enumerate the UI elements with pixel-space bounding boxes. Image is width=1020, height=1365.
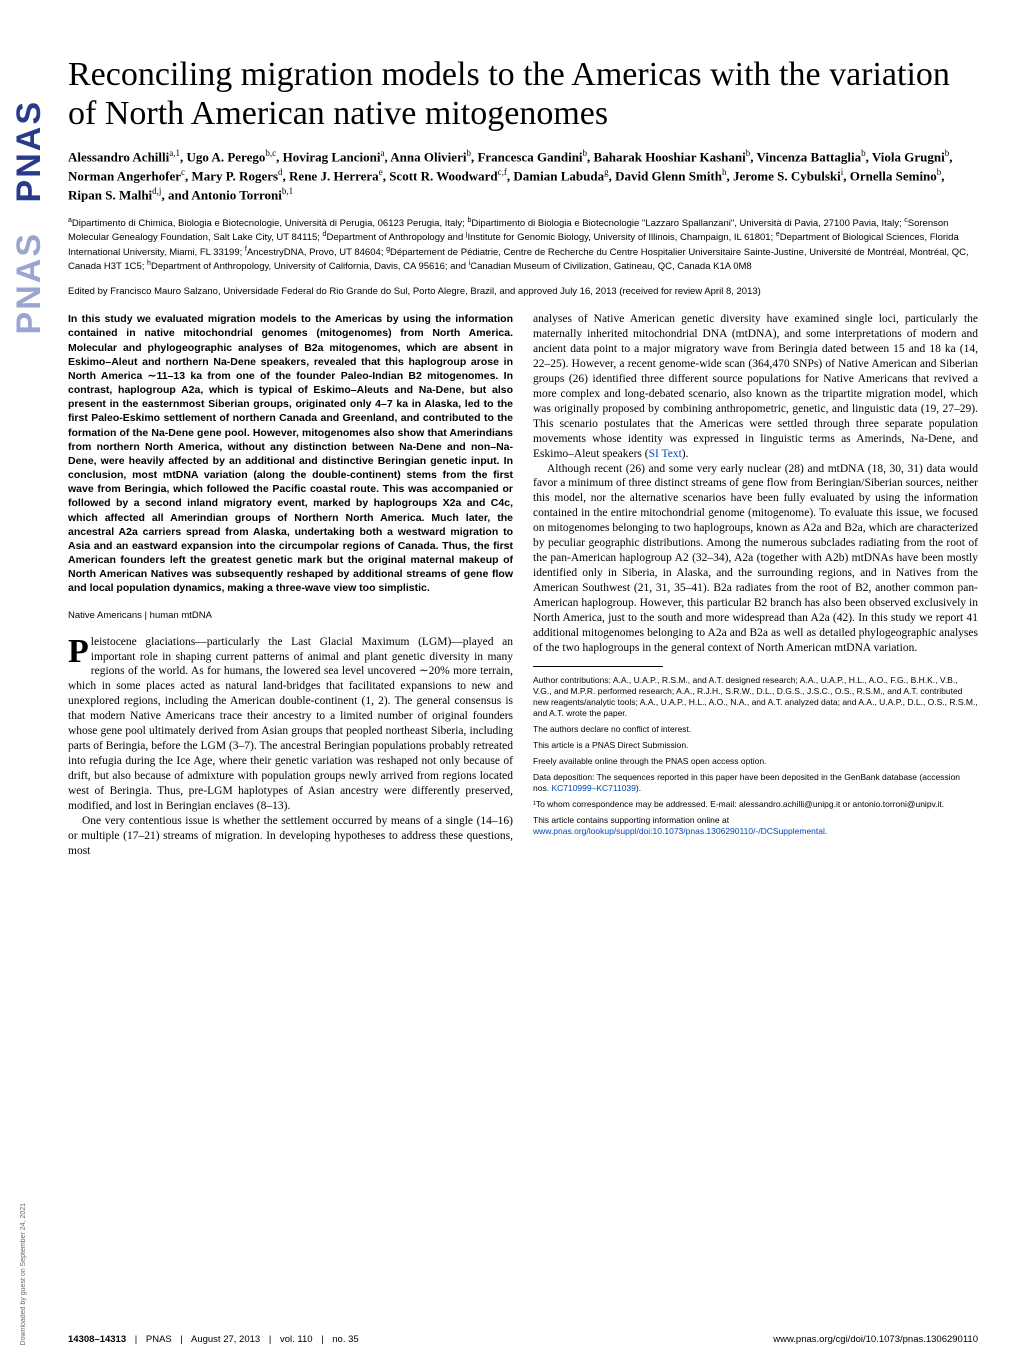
fn-submission: This article is a PNAS Direct Submission…: [533, 740, 978, 751]
si-text-link[interactable]: SI Text: [649, 448, 682, 460]
body-r-p2: Although recent (26) and some very early…: [533, 462, 978, 656]
footer-pages: 14308–14313: [68, 1334, 126, 1345]
supp-link[interactable]: www.pnas.org/lookup/suppl/doi:10.1073/pn…: [533, 826, 825, 836]
footer-vol: vol. 110: [280, 1334, 313, 1345]
fn-correspondence: ¹To whom correspondence may be addressed…: [533, 799, 978, 810]
fn-contributions: Author contributions: A.A., U.A.P., R.S.…: [533, 675, 978, 719]
article-title: Reconciling migration models to the Amer…: [68, 55, 978, 133]
download-note: Downloaded by guest on September 24, 202…: [20, 1203, 27, 1345]
footnotes: Author contributions: A.A., U.A.P., R.S.…: [533, 675, 978, 838]
keywords: Native Americans | human mtDNA: [68, 610, 513, 621]
pnas-logo-primary: PNAS: [10, 100, 49, 202]
body-text-right: analyses of Native American genetic dive…: [533, 312, 978, 656]
right-column: analyses of Native American genetic dive…: [533, 312, 978, 859]
footer-date: August 27, 2013: [191, 1334, 260, 1345]
footnote-rule: [533, 666, 663, 667]
left-column: In this study we evaluated migration mod…: [68, 312, 513, 859]
article-content: Reconciling migration models to the Amer…: [68, 55, 978, 859]
edited-by: Edited by Francisco Mauro Salzano, Unive…: [68, 286, 978, 298]
abstract: In this study we evaluated migration mod…: [68, 312, 513, 595]
footer-journal: PNAS: [146, 1334, 172, 1345]
page-footer: 14308–14313 | PNAS | August 27, 2013 | v…: [68, 1334, 978, 1345]
two-column-body: In this study we evaluated migration mod…: [68, 312, 978, 859]
footer-right: www.pnas.org/cgi/doi/10.1073/pnas.130629…: [773, 1334, 978, 1345]
genbank-link[interactable]: KC710999–KC711039: [551, 783, 635, 793]
body-p2: One very contentious issue is whether th…: [68, 814, 513, 859]
body-r-p1a: analyses of Native American genetic dive…: [533, 313, 978, 459]
affiliations: aDipartimento di Chimica, Biologia e Bio…: [68, 216, 978, 274]
footer-left: 14308–14313 | PNAS | August 27, 2013 | v…: [68, 1334, 359, 1345]
fn-supp-end: .: [825, 826, 827, 836]
body-r-p1b: ).: [682, 448, 689, 460]
fn-data-dep-end: ).: [636, 783, 641, 793]
pnas-logo-secondary: PNAS: [10, 232, 49, 334]
dropcap: P: [68, 635, 91, 667]
journal-logo-sidebar: PNAS PNAS: [8, 100, 50, 550]
body-text-left: Pleistocene glaciations—particularly the…: [68, 635, 513, 859]
footer-no: no. 35: [332, 1334, 358, 1345]
author-list: Alessandro Achillia,1, Ugo A. Peregob,c,…: [68, 147, 978, 204]
fn-supp: This article contains supporting informa…: [533, 815, 729, 825]
fn-conflict: The authors declare no conflict of inter…: [533, 724, 978, 735]
body-p1: leistocene glaciations—particularly the …: [68, 636, 513, 812]
fn-open-access: Freely available online through the PNAS…: [533, 756, 978, 767]
